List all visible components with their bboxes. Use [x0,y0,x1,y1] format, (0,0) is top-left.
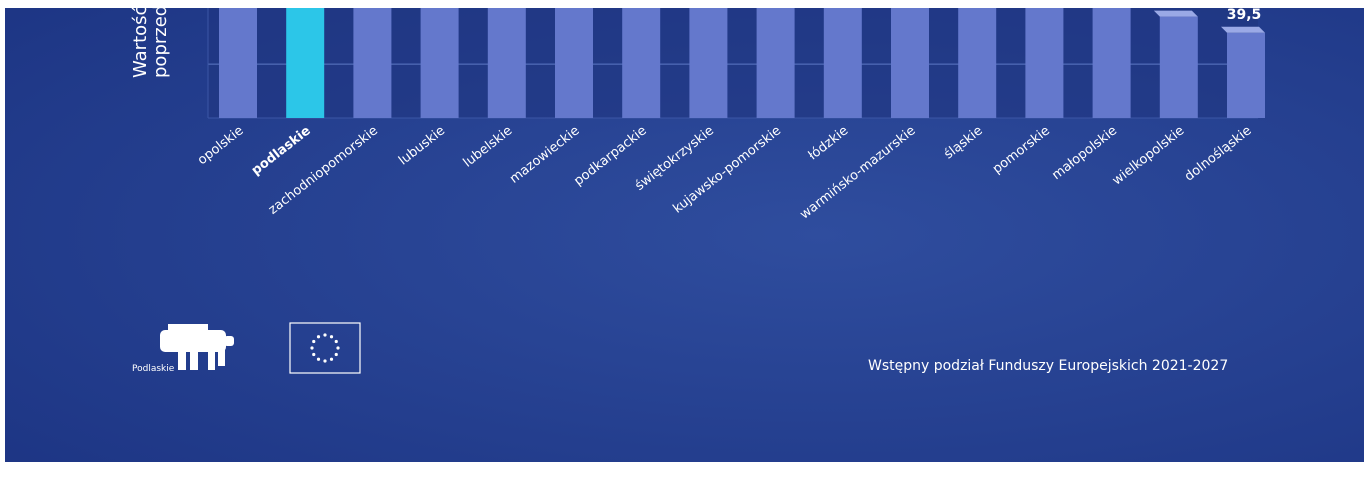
bar [286,8,325,118]
footer-caption: Wstępny podział Funduszy Europejskich 20… [868,358,1228,374]
logo-text: Podlaskie [132,364,175,374]
bar [555,8,593,118]
bar [1092,8,1131,118]
eu-flag [289,322,361,374]
bar [891,8,929,118]
bar [1025,8,1064,118]
bar [823,8,862,118]
bar [689,8,728,118]
bar [622,8,661,118]
y-axis-label: poprzedn [150,0,171,78]
y-axis-label: Wartość [130,6,151,78]
chart [207,8,1265,119]
bar [353,8,392,118]
bar [756,8,795,118]
bar-top [1221,26,1265,33]
bar-top [1153,10,1198,17]
value-label: 39,5 [1227,7,1262,23]
bar [219,8,257,118]
bar [1159,16,1198,119]
bar [1227,32,1265,118]
logo-podlaskie [160,324,234,370]
bar [958,8,997,118]
bar [487,8,526,118]
bar [420,8,459,118]
